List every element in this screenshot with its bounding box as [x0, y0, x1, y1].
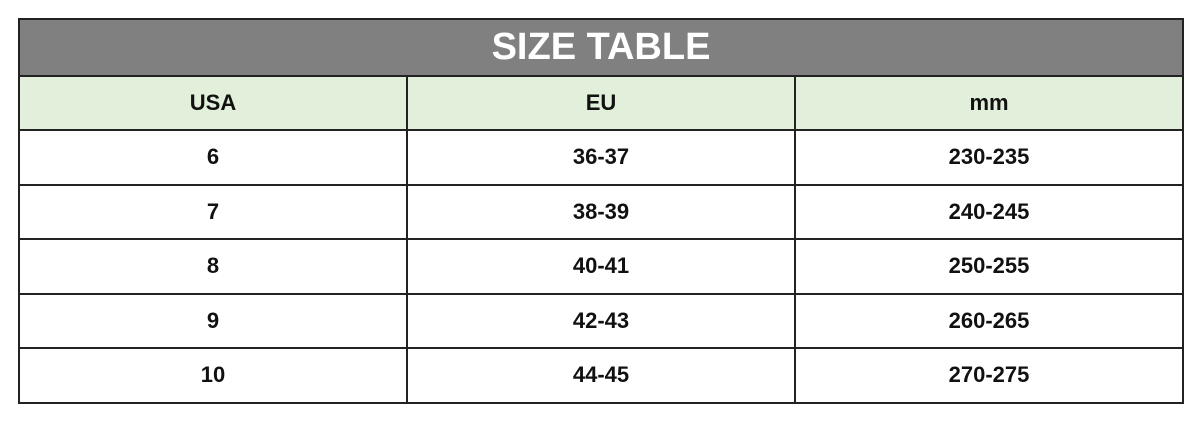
- table-cell: 6: [18, 129, 408, 186]
- table-cell: 44-45: [406, 347, 796, 404]
- table-cell: 270-275: [793, 347, 1185, 404]
- title-row: SIZE TABLE: [17, 18, 1185, 77]
- table-cell: 8: [18, 238, 408, 295]
- table-cell: 7: [18, 183, 408, 240]
- table-row: 9 42-43 260-265: [18, 292, 1185, 349]
- column-header-usa: USA: [18, 75, 408, 131]
- table-cell: 42-43: [406, 292, 796, 349]
- table-cell: 36-37: [406, 129, 796, 186]
- size-table: SIZE TABLE USA EU mm 6 36-37 230-235 7 38-39…: [17, 18, 1185, 404]
- table-row: 10 44-45 270-275: [18, 347, 1185, 404]
- table-row: 6 36-37 230-235: [18, 129, 1185, 186]
- column-header-eu: EU: [406, 75, 796, 131]
- table-row: 7 38-39 240-245: [18, 183, 1185, 240]
- table-row: 8 40-41 250-255: [18, 238, 1185, 295]
- table-cell: 10: [18, 347, 408, 404]
- table-cell: 40-41: [406, 238, 796, 295]
- table-cell: 230-235: [793, 129, 1185, 186]
- table-title: SIZE TABLE: [17, 18, 1185, 77]
- column-header-mm: mm: [793, 75, 1185, 131]
- header-row: USA EU mm: [18, 75, 1185, 131]
- table-body: 6 36-37 230-235 7 38-39 240-245 8 40-41 250-255 9…: [18, 129, 1185, 404]
- table-cell: 38-39: [406, 183, 796, 240]
- table-cell: 9: [18, 292, 408, 349]
- table-cell: 260-265: [793, 292, 1185, 349]
- table-cell: 240-245: [793, 183, 1185, 240]
- table-cell: 250-255: [793, 238, 1185, 295]
